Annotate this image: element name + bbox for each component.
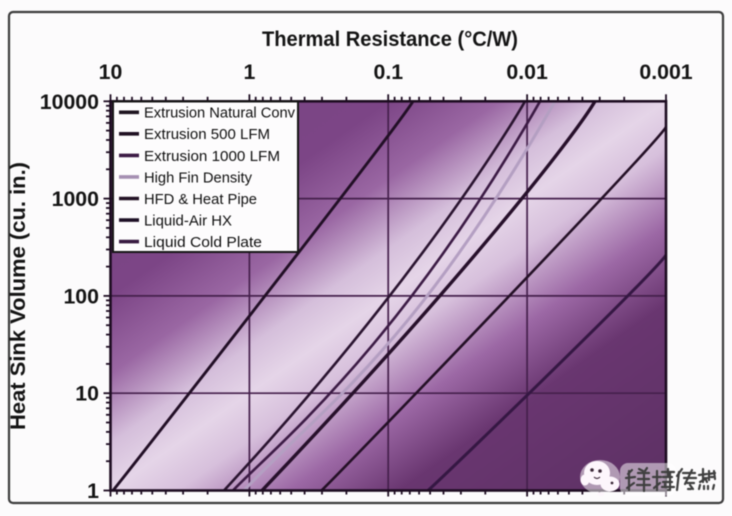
svg-text:10: 10 xyxy=(75,382,99,406)
svg-text:0.001: 0.001 xyxy=(639,60,692,84)
svg-text:10000: 10000 xyxy=(40,90,99,114)
svg-text:10: 10 xyxy=(99,60,123,84)
svg-text:1: 1 xyxy=(87,479,99,503)
svg-text:Extrusion Natural Conv: Extrusion Natural Conv xyxy=(144,105,295,122)
svg-text:1: 1 xyxy=(243,60,255,84)
svg-text:0.1: 0.1 xyxy=(373,60,403,84)
svg-text:Liquid Cold Plate: Liquid Cold Plate xyxy=(144,234,262,251)
svg-text:Extrusion 500 LFM: Extrusion 500 LFM xyxy=(144,126,270,143)
svg-text:High Fin Density: High Fin Density xyxy=(144,169,252,186)
svg-text:Liquid-Air HX: Liquid-Air HX xyxy=(144,213,232,230)
svg-text:HFD & Heat Pipe: HFD & Heat Pipe xyxy=(144,191,257,208)
svg-text:Thermal Resistance (°C/W): Thermal Resistance (°C/W) xyxy=(262,28,518,51)
svg-text:1000: 1000 xyxy=(52,187,99,211)
svg-text:Heat Sink Volume (cu. in.): Heat Sink Volume (cu. in.) xyxy=(7,162,30,430)
svg-text:0.01: 0.01 xyxy=(506,60,548,84)
svg-text:Extrusion 1000 LFM: Extrusion 1000 LFM xyxy=(144,148,280,165)
svg-text:100: 100 xyxy=(63,284,99,308)
